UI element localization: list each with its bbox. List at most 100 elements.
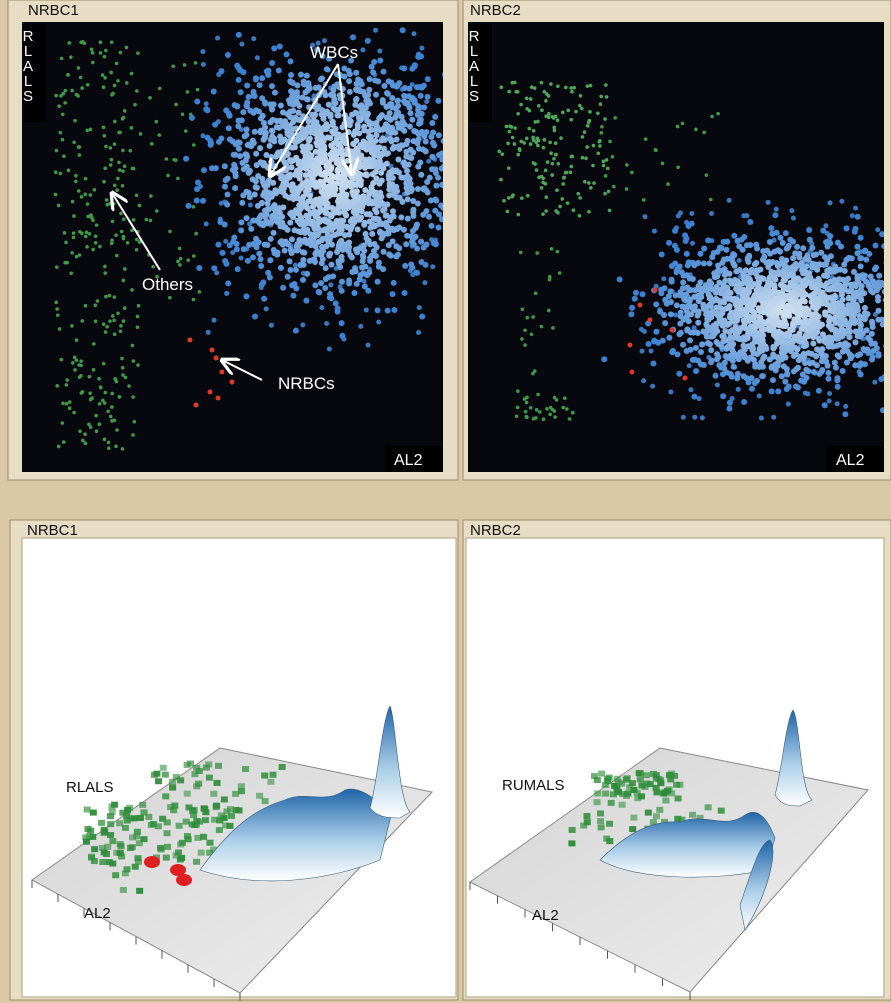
dot <box>743 242 750 249</box>
cell <box>83 806 91 813</box>
dot <box>299 181 306 188</box>
dot <box>532 86 537 90</box>
dot <box>794 276 801 283</box>
dot <box>360 47 366 53</box>
dot <box>435 224 442 231</box>
dot <box>660 161 665 166</box>
dot <box>768 225 775 232</box>
dot <box>264 220 271 227</box>
dot <box>115 428 119 432</box>
dot <box>185 90 190 94</box>
dot <box>542 138 547 142</box>
dot <box>110 391 115 396</box>
dot <box>300 227 307 234</box>
dot <box>779 240 786 247</box>
dot <box>257 115 264 122</box>
dot <box>155 274 159 279</box>
dot <box>531 128 536 133</box>
dot <box>232 185 239 192</box>
dot <box>395 143 402 150</box>
dot <box>430 129 437 136</box>
dot <box>852 291 859 298</box>
cell <box>101 828 109 835</box>
dot <box>533 369 537 373</box>
cell <box>155 778 163 785</box>
dot <box>277 239 284 246</box>
dot <box>97 422 102 427</box>
dot <box>154 119 159 124</box>
cell <box>607 799 615 806</box>
dot <box>319 107 326 114</box>
dot <box>422 138 429 145</box>
dot <box>403 241 410 248</box>
dot <box>302 202 309 209</box>
dot <box>362 171 369 178</box>
dot <box>693 368 700 375</box>
dot <box>347 252 354 259</box>
dot <box>821 272 828 279</box>
dot <box>608 139 612 144</box>
dot <box>72 140 76 145</box>
dot <box>304 96 311 103</box>
dot <box>377 57 384 64</box>
dot <box>306 170 313 177</box>
dot <box>826 313 833 320</box>
dot <box>537 410 542 414</box>
cell <box>583 813 591 820</box>
dot <box>843 341 850 348</box>
dot <box>819 358 826 365</box>
dot <box>842 320 849 327</box>
dot <box>419 146 426 153</box>
dot <box>641 378 647 384</box>
dot <box>759 336 766 343</box>
dot <box>628 311 635 318</box>
dot <box>694 127 698 132</box>
dot <box>442 71 443 77</box>
dot <box>512 142 517 146</box>
dot <box>771 298 778 305</box>
dot <box>217 219 224 226</box>
dot <box>388 104 395 111</box>
dot <box>578 196 582 200</box>
dot <box>857 321 864 328</box>
dot <box>309 157 316 164</box>
dot <box>410 206 417 213</box>
dot <box>753 377 760 384</box>
dot <box>171 64 176 69</box>
dot <box>542 89 547 94</box>
dot <box>283 51 290 58</box>
dot <box>304 148 311 155</box>
dot <box>257 256 264 263</box>
dot <box>883 249 884 251</box>
dot <box>334 198 341 205</box>
dot <box>328 172 335 179</box>
dot <box>531 161 536 165</box>
dot <box>229 379 235 385</box>
cell <box>98 844 106 851</box>
dot <box>197 290 202 294</box>
dot <box>785 242 792 249</box>
dot <box>815 277 822 284</box>
dot <box>735 351 742 358</box>
dot <box>525 193 530 198</box>
dot <box>794 384 801 391</box>
dot <box>377 189 384 196</box>
cell <box>140 809 148 816</box>
peak <box>199 788 393 882</box>
dot <box>832 364 839 371</box>
dot <box>684 326 691 333</box>
cell <box>593 777 601 784</box>
dot <box>112 295 117 299</box>
dot <box>271 45 278 52</box>
dot <box>555 249 560 254</box>
dot <box>263 68 270 75</box>
cell <box>121 870 129 877</box>
dot <box>533 291 538 296</box>
dot <box>389 291 396 298</box>
dot <box>261 295 268 302</box>
dot <box>365 163 372 170</box>
dot <box>374 278 381 285</box>
panel-title: NRBC2 <box>470 2 521 19</box>
dot <box>723 246 730 253</box>
dot <box>790 320 797 327</box>
